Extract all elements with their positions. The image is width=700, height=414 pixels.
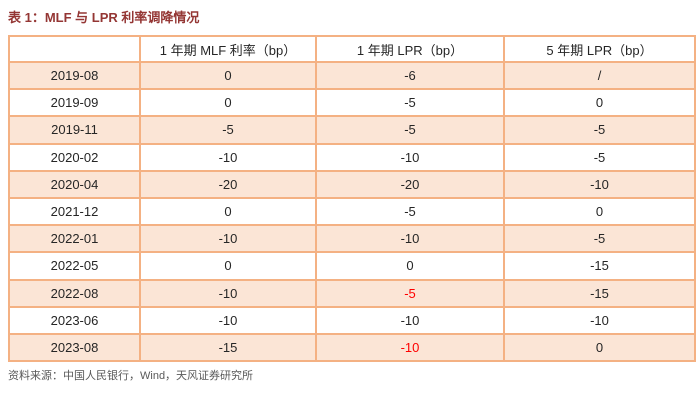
value-cell: -20	[139, 169, 317, 199]
value-cell: -5	[315, 196, 505, 227]
value-cell: -10	[139, 278, 317, 308]
table-row: 2021-12 0 -5 0	[8, 196, 696, 227]
table-row: 2022-08 -10 -5 -15	[8, 278, 696, 308]
table-row: 2020-02 -10 -10 -5	[8, 142, 696, 172]
table-row: 2023-08 -15 -10 0	[8, 332, 696, 363]
rate-table: 1 年期 MLF 利率（bp） 1 年期 LPR（bp） 5 年期 LPR（bp…	[8, 35, 696, 363]
date-cell: 2021-12	[8, 196, 141, 227]
value-cell: -10	[139, 305, 317, 335]
date-cell: 2020-04	[8, 169, 141, 199]
table-row: 2023-06 -10 -10 -10	[8, 305, 696, 335]
value-cell: -15	[503, 251, 696, 281]
value-cell: /	[503, 60, 696, 91]
value-cell: 0	[503, 332, 696, 363]
date-cell: 2022-01	[8, 224, 141, 254]
value-cell: -10	[315, 332, 505, 363]
value-cell: -10	[503, 169, 696, 199]
date-cell: 2019-11	[8, 115, 141, 145]
value-cell: -5	[315, 88, 505, 118]
column-header-mlf-1y: 1 年期 MLF 利率（bp）	[139, 35, 317, 63]
date-cell: 2019-08	[8, 60, 141, 91]
date-cell: 2023-08	[8, 332, 141, 363]
value-cell: -6	[315, 60, 505, 91]
column-header-lpr-1y: 1 年期 LPR（bp）	[315, 35, 505, 63]
date-cell: 2022-05	[8, 251, 141, 281]
value-cell: -10	[315, 224, 505, 254]
date-cell: 2019-09	[8, 88, 141, 118]
date-cell: 2023-06	[8, 305, 141, 335]
value-cell: -5	[315, 278, 505, 308]
value-cell: 0	[139, 60, 317, 91]
table-row: 2019-09 0 -5 0	[8, 88, 696, 118]
table-row: 2019-08 0 -6/	[8, 60, 696, 91]
table-row: 2022-01 -10 -10 -5	[8, 224, 696, 254]
date-cell: 2022-08	[8, 278, 141, 308]
table-row: 2019-11 -5 -5 -5	[8, 115, 696, 145]
value-cell: -5	[503, 142, 696, 172]
table-row: 2020-04 -20 -20 -10	[8, 169, 696, 199]
value-cell: -10	[139, 142, 317, 172]
value-cell: -15	[503, 278, 696, 308]
value-cell: 0	[139, 88, 317, 118]
value-cell: -5	[503, 115, 696, 145]
value-cell: -15	[139, 332, 317, 363]
column-header-lpr-5y: 5 年期 LPR（bp）	[503, 35, 696, 63]
value-cell: 0	[315, 251, 505, 281]
value-cell: -5	[139, 115, 317, 145]
value-cell: 0	[139, 196, 317, 227]
value-cell: 0	[503, 196, 696, 227]
value-cell: -5	[315, 115, 505, 145]
value-cell: -20	[315, 169, 505, 199]
value-cell: -10	[139, 224, 317, 254]
source-note: 资料来源：中国人民银行，Wind，天风证券研究所	[8, 370, 254, 383]
table-row: 2022-05 0 0 -15	[8, 251, 696, 281]
value-cell: -10	[503, 305, 696, 335]
header-row: 1 年期 MLF 利率（bp） 1 年期 LPR（bp） 5 年期 LPR（bp…	[8, 35, 696, 63]
column-header-date	[8, 35, 141, 63]
page-title: 表 1：MLF 与 LPR 利率调降情况	[8, 10, 200, 25]
value-cell: 0	[503, 88, 696, 118]
value-cell: -10	[315, 142, 505, 172]
value-cell: -10	[315, 305, 505, 335]
date-cell: 2020-02	[8, 142, 141, 172]
table-body: 2019-08 0 -6/2019-09 0 -5 0 2019-11 -5 -5 -5 2020-…	[8, 60, 696, 363]
value-cell: 0	[139, 251, 317, 281]
value-cell: -5	[503, 224, 696, 254]
